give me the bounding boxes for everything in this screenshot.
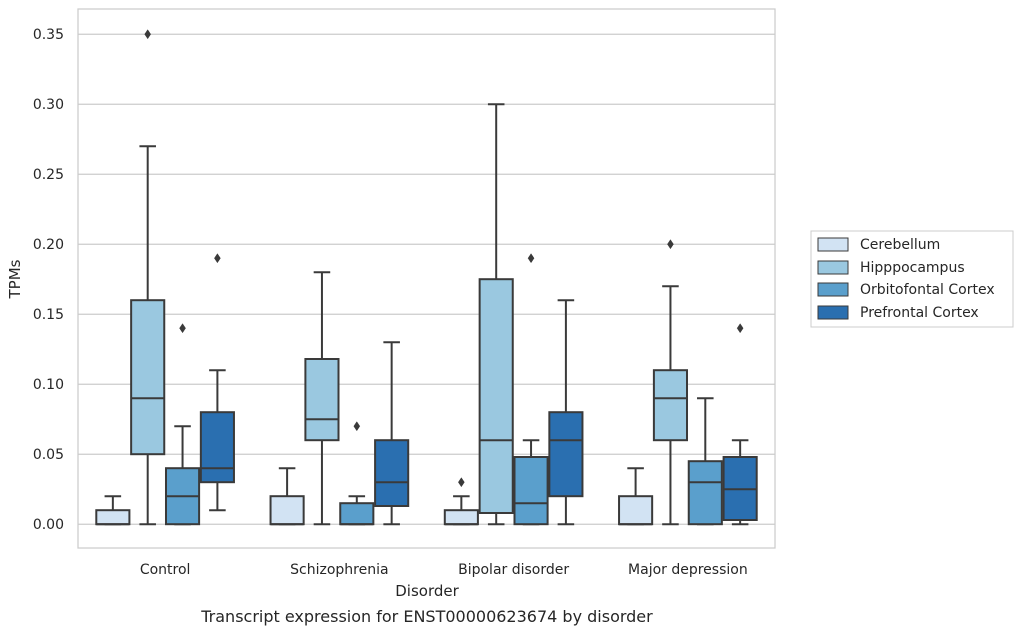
outlier-point-orbitofontal-cortex — [527, 253, 535, 264]
outlier-point-prefrontal-cortex — [214, 253, 221, 264]
box-cerebellum — [269, 495, 305, 526]
y-tick-labels: 0.00 0.05 0.10 0.15 0.20 0.25 0.30 0.35 — [33, 27, 64, 533]
y-tick-label: 0.20 — [33, 237, 64, 253]
x-axis-title: Disorder — [395, 582, 459, 600]
outlier-point-cerebellum — [458, 477, 465, 488]
box-cerebellum — [618, 495, 654, 526]
box-prefrontal-cortex — [374, 439, 410, 508]
legend-swatch-prefrontal — [817, 305, 849, 320]
y-tick-label: 0.05 — [33, 447, 64, 463]
box-group-bipolar-disorder — [443, 103, 584, 526]
outlier-point-hipppocampus — [667, 239, 674, 250]
y-tick-label: 0.25 — [33, 167, 64, 183]
x-tick-label: Major depression — [628, 562, 748, 578]
y-tick-label: 0.15 — [33, 307, 64, 323]
box-hipppocampus — [304, 358, 340, 442]
x-tick-label: Control — [140, 562, 191, 578]
outlier-point-orbitofontal-cortex — [353, 421, 361, 432]
box-groups — [95, 29, 758, 526]
y-tick-label: 0.30 — [33, 97, 64, 113]
outlier-point-prefrontal-cortex — [736, 323, 744, 334]
chart-caption: Transcript expression for ENST0000062367… — [200, 607, 653, 626]
y-axis-title: TPMs — [6, 259, 24, 299]
y-tick-label: 0.00 — [33, 517, 64, 533]
box-orbitofontal-cortex — [687, 460, 723, 526]
box-cerebellum — [443, 509, 479, 526]
legend-swatch-orbitofrontal — [817, 282, 849, 297]
x-tick-label: Bipolar disorder — [458, 562, 569, 578]
box-cerebellum — [95, 509, 131, 526]
box-prefrontal-cortex — [199, 411, 235, 484]
legend-label-hippocampus: Hipppocampus — [860, 260, 965, 276]
box-hipppocampus — [652, 369, 689, 442]
outlier-point-hipppocampus — [144, 29, 152, 40]
x-tick-labels: Control Schizophrenia Bipolar disorder Majo… — [140, 562, 748, 578]
box-group-major-depression — [618, 239, 758, 526]
box-orbitofontal-cortex — [339, 502, 375, 526]
box-hipppocampus — [478, 278, 514, 515]
box-prefrontal-cortex — [548, 411, 584, 498]
outlier-point-orbitofontal-cortex — [179, 323, 186, 334]
box-orbitofontal-cortex — [513, 456, 549, 526]
legend-swatch-cerebellum — [817, 237, 849, 252]
legend: Cerebellum Hipppocampus Orbitofontal Cor… — [810, 230, 1014, 328]
y-tick-label: 0.35 — [33, 27, 64, 43]
x-tick-label: Schizophrenia — [290, 562, 388, 578]
legend-label-prefrontal: Prefrontal Cortex — [860, 305, 979, 321]
plot-area-frame — [77, 8, 776, 549]
y-tick-label: 0.10 — [33, 377, 64, 393]
legend-label-cerebellum: Cerebellum — [860, 237, 940, 253]
box-hipppocampus — [130, 299, 166, 456]
legend-label-orbitofrontal: Orbitofontal Cortex — [860, 282, 995, 298]
box-group-schizophrenia — [269, 271, 410, 526]
legend-swatch-hippocampus — [817, 260, 849, 275]
box-group-control — [95, 29, 235, 526]
